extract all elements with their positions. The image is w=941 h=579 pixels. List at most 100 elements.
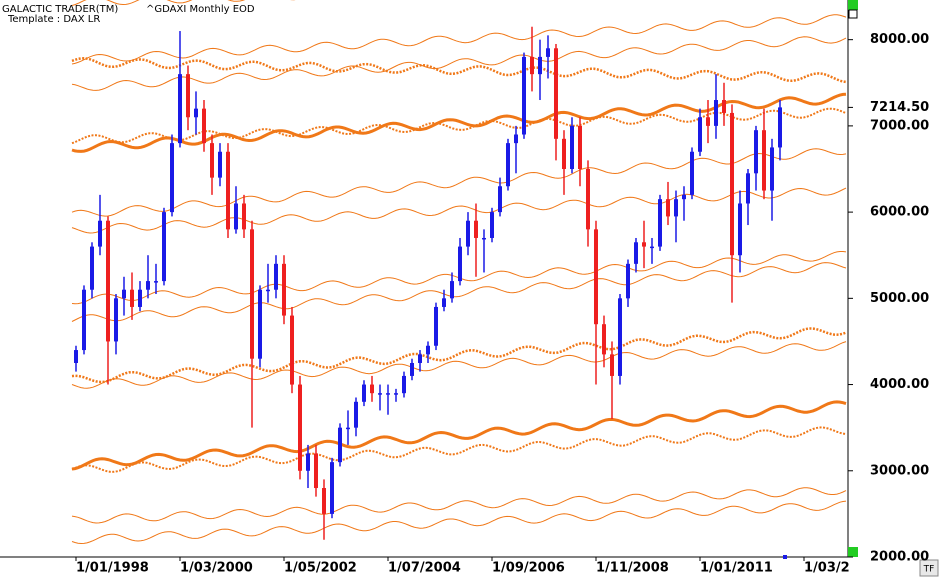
candle-body [634,242,638,264]
y-tick-label: 7000.00 [870,118,929,133]
candle-body [274,263,278,290]
candle-body [418,354,422,363]
indicator-line [71,36,847,91]
candle-body [762,130,766,191]
plot-area [74,26,782,540]
candle-body [722,100,726,113]
candle-body [266,289,270,292]
indicator-line [71,487,847,524]
candle-body [458,246,462,282]
candle-body [754,130,758,174]
y-tick-label: 4000.00 [870,377,929,392]
last-price-label: 7214.50 [870,100,929,115]
scroll-handle[interactable] [848,0,858,10]
candle-body [530,56,534,75]
candle-body [498,186,502,213]
candle-body [218,151,222,178]
candle-body [306,453,310,471]
candle-body [242,203,246,230]
candle-body [594,229,598,325]
x-tick-label: 1/01/2011 [700,561,773,576]
indicator-line [71,57,847,84]
candle-body [666,199,670,217]
y-tick-label: 5000.00 [870,291,929,306]
candle-body [466,220,470,247]
indicator-line [71,400,847,471]
candle-body [650,246,654,249]
tf-button-label[interactable]: TF [923,565,935,575]
candle-body [370,384,374,394]
indicator-line [71,341,847,389]
candle-body [578,125,582,169]
candle-body [122,289,126,299]
candle-body [322,488,326,514]
x-tick-label: 1/01/1998 [76,561,149,576]
candle-body [194,108,198,118]
candle-body [170,143,174,213]
candle-body [130,289,134,307]
candle-body [386,393,390,395]
candle-body [522,56,526,135]
candle-body [250,229,254,359]
candle-body [154,281,158,283]
candle-body [282,263,286,316]
candle-body [90,246,94,290]
candle-body [674,199,678,217]
candle-body [354,401,358,428]
y-tick-label: 6000.00 [870,205,929,220]
candle-body [138,289,142,307]
candle-body [778,107,782,148]
y-tick-label: 8000.00 [870,32,929,47]
indicator-line [71,327,847,384]
candle-body [442,298,446,307]
candle-body [714,100,718,126]
indicator-line [71,187,847,234]
candle-body [298,384,302,471]
candle-body [554,48,558,139]
candle-body [658,199,662,247]
x-tick-label: 1/07/2004 [388,561,461,576]
candle-body [602,324,606,355]
candle-body [434,306,438,346]
candle-body [378,393,382,395]
candle-body [426,345,430,355]
candle-body [178,74,182,144]
candle-body [586,168,590,230]
candle-body [746,173,750,204]
candle-body [482,237,486,240]
candle-body [490,212,494,238]
y-tick-label: 3000.00 [870,463,929,478]
tf-button[interactable] [919,559,939,577]
candle-body [570,125,574,169]
candle-body [402,375,406,394]
candle-body [338,427,342,463]
candle-body [146,281,150,290]
candle-body [610,354,614,376]
candle-body [98,220,102,247]
candle-body [730,112,734,256]
scroll-handle[interactable] [848,547,858,557]
x-tick-label: 1/09/2006 [492,561,565,576]
candle-body [202,108,206,144]
candle-body [682,194,686,200]
indicator-line [71,426,847,473]
candle-body [258,289,262,359]
app-title: GALACTIC TRADER(TM) [2,4,118,15]
zoom-button[interactable] [848,9,858,19]
candle-body [770,147,774,191]
candle-body [226,151,230,230]
y-tick-label: 2000.00 [870,550,929,565]
indicator-line [71,148,847,217]
candle-body [210,143,214,178]
indicator-line [71,500,847,545]
candle-body [474,220,478,238]
indicator-line [71,262,847,322]
candle-body [362,384,366,402]
candle-body [450,281,454,299]
candle-body [506,143,510,187]
candle-body [330,462,334,514]
candle-body [642,242,646,247]
candle-body [514,134,518,144]
